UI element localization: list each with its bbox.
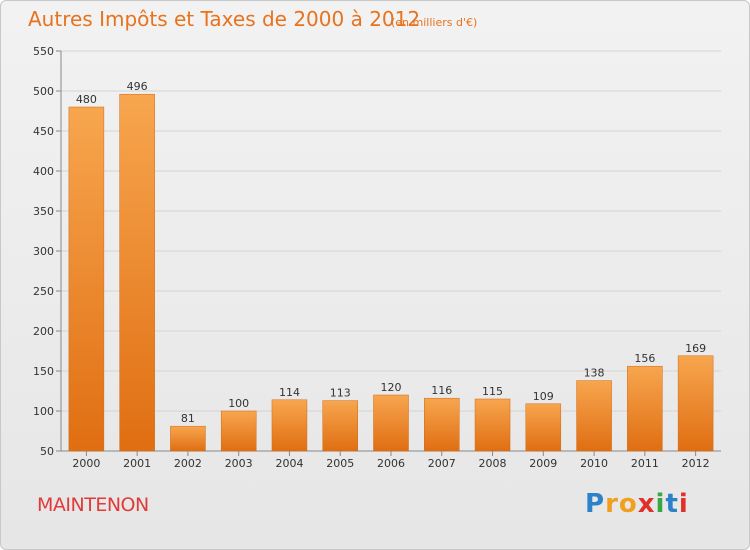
data-label-2005: 113 (330, 387, 351, 400)
y-tick-label: 400 (33, 165, 54, 178)
commune-name: MAINTENON (37, 494, 149, 516)
bar-2012 (677, 355, 714, 452)
y-tick-label: 150 (33, 365, 54, 378)
logo-letter: x (637, 489, 656, 519)
logo-letter: i (655, 489, 666, 519)
data-label-2011: 156 (634, 352, 655, 365)
x-tick-labels: 2000 2001 2002 2003 2004 2005 2006 2007 2008 2009… (72, 457, 709, 470)
y-tick-label: 350 (33, 205, 54, 218)
x-tick-label-2005: 2005 (326, 457, 354, 470)
data-label-2000: 480 (76, 93, 97, 106)
logo-letter: t (665, 489, 679, 519)
bar-2005 (322, 400, 358, 452)
data-labels: 480 496 81 100 114 113 120 116 115 109 138 156 169 (76, 80, 706, 425)
y-tick-label: 550 (33, 45, 54, 58)
logo-letter: r (605, 489, 619, 519)
bar-2009 (525, 403, 562, 452)
logo-letter: o (618, 489, 638, 519)
y-tick-label: 200 (33, 325, 54, 338)
bar-2007 (424, 397, 460, 452)
bar-2001 (119, 93, 155, 452)
x-tick-label-2009: 2009 (529, 457, 557, 470)
data-label-2012: 169 (685, 342, 706, 355)
data-label-2004: 114 (279, 386, 300, 399)
data-label-2009: 109 (533, 390, 554, 403)
bar-2004 (271, 399, 308, 452)
x-tick-label-2008: 2008 (479, 457, 507, 470)
y-tick-label: 300 (33, 245, 54, 258)
data-label-2008: 115 (482, 385, 503, 398)
y-tick-label: 50 (40, 445, 54, 458)
bar-2006 (373, 394, 409, 452)
chart-subtitle: (en milliers d'€) (391, 16, 478, 29)
x-tick-label-2006: 2006 (377, 457, 405, 470)
logo-letter: i (678, 489, 689, 519)
y-tick-label: 250 (33, 285, 54, 298)
data-label-2002: 81 (181, 412, 195, 425)
data-label-2006: 120 (381, 381, 402, 394)
y-tick-label: 450 (33, 125, 54, 138)
y-tick-label: 100 (33, 405, 54, 418)
logo-letter: P (585, 489, 606, 519)
bar-2010 (576, 380, 612, 452)
x-tick-label-2011: 2011 (631, 457, 659, 470)
y-tick-labels: 50 100 150 200 250 300 350 400 450 500 550 (33, 45, 54, 458)
data-label-2001: 496 (127, 80, 148, 93)
bars (68, 93, 714, 452)
data-label-2010: 138 (584, 367, 605, 380)
data-label-2003: 100 (228, 397, 249, 410)
bar-2008 (474, 398, 511, 452)
x-tick-label-2001: 2001 (123, 457, 151, 470)
bar-2011 (627, 365, 663, 452)
x-tick-label-2010: 2010 (580, 457, 608, 470)
proxiti-logo: Proxiti (585, 489, 689, 519)
chart-title: Autres Impôts et Taxes de 2000 à 2012 (28, 7, 421, 31)
data-label-2007: 116 (431, 384, 452, 397)
x-tick-label-2003: 2003 (225, 457, 253, 470)
x-tick-label-2012: 2012 (682, 457, 710, 470)
x-tick-label-2000: 2000 (72, 457, 100, 470)
x-tick-label-2002: 2002 (174, 457, 202, 470)
x-tick-label-2007: 2007 (428, 457, 456, 470)
bar-2000 (68, 106, 105, 452)
y-tick-label: 500 (33, 85, 54, 98)
bar-2002 (170, 425, 206, 452)
bar-2003 (220, 410, 257, 452)
x-tick-label-2004: 2004 (275, 457, 303, 470)
